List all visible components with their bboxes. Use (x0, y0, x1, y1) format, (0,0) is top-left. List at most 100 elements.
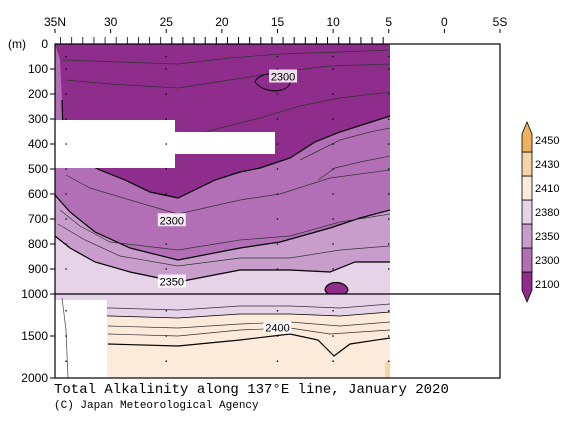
sample-dot (165, 193, 168, 195)
y-tick-label: 400 (28, 137, 48, 151)
colorbar-label: 2300 (535, 255, 559, 267)
colorbar-segment (521, 175, 533, 201)
sample-dot (332, 118, 334, 120)
sample-dot (65, 243, 67, 245)
contour-label: 2300 (271, 72, 295, 84)
fill-band-2350-2380-lower (55, 294, 390, 318)
sample-dot (276, 143, 279, 145)
contour-2400 (107, 333, 391, 357)
y-tick-label: 800 (28, 237, 48, 251)
sample-dot (387, 243, 390, 245)
lower-panel (55, 294, 391, 378)
plot-frame (54, 43, 501, 379)
contour-label: 2400 (265, 323, 289, 335)
sample-dot (332, 168, 334, 170)
sample-dot (332, 68, 334, 70)
x-tick-label: 35N (44, 15, 66, 29)
colorbar-segment (521, 271, 533, 304)
sample-dot (387, 360, 390, 363)
sample-dot (165, 55, 168, 58)
y-tick-label: 1500 (21, 329, 48, 343)
sample-dot (165, 93, 168, 95)
sample-dot (165, 310, 168, 312)
sample-dot (65, 68, 67, 70)
eddy-deep (324, 281, 349, 294)
colorbar-label: 2100 (535, 279, 559, 291)
sample-dot (276, 68, 279, 70)
sample-dot (332, 335, 334, 337)
colorbar-segment (521, 151, 533, 177)
x-tick-label: 15 (271, 15, 285, 29)
upper-panel (55, 44, 391, 294)
y-axis-tick-labels: 100 200 300 400 500 600 700 800 900 1000 1500 2000 0 (21, 37, 55, 385)
sample-dot (165, 118, 168, 120)
sample-dot (332, 143, 334, 145)
sample-dot (276, 93, 279, 95)
sample-dot (387, 218, 390, 220)
y-tick-label: 500 (28, 162, 48, 176)
y-tick-label: 2000 (21, 371, 48, 385)
sample-dot (332, 310, 334, 312)
x-axis-tick-labels: 35N 30 25 20 15 10 5 0 5S (44, 15, 507, 33)
sample-dot (276, 168, 279, 170)
sample-dot (276, 218, 279, 220)
colorbar-label: 2430 (535, 159, 559, 171)
sample-dot (165, 360, 168, 363)
y-tick-label: 0 (41, 37, 48, 51)
sample-dot (387, 93, 390, 95)
contour-2350 (55, 235, 390, 283)
contour-label-bg (157, 213, 186, 227)
sample-dot (332, 93, 334, 95)
sample-dot (387, 55, 390, 58)
sample-dot (387, 268, 390, 270)
colorbar-segment (521, 199, 533, 225)
sample-dot (276, 360, 279, 363)
no-data-mask-b (160, 132, 275, 154)
x-tick-label: 30 (104, 15, 118, 29)
sample-dot (276, 193, 279, 195)
sample-dot (65, 118, 67, 120)
contour-2380 (55, 311, 391, 319)
sample-dot (65, 55, 67, 58)
sample-dot (65, 193, 67, 195)
sample-dot (65, 218, 67, 220)
sample-dot (165, 243, 168, 245)
y-tick-label: 900 (28, 262, 48, 276)
sample-dot (332, 218, 334, 220)
sample-dot (165, 168, 168, 170)
x-tick-label: 10 (326, 15, 340, 29)
sample-dot (332, 243, 334, 245)
sample-dot (387, 310, 390, 312)
contour-label-bg (263, 320, 292, 334)
sample-dot (276, 335, 279, 337)
sample-dot (332, 193, 334, 195)
x-tick-label: 5 (385, 15, 392, 29)
sample-dot (276, 268, 279, 270)
no-data-mask-lower (55, 300, 107, 378)
sample-dot (387, 68, 390, 70)
sample-dot (65, 310, 67, 312)
station-markers (65, 55, 390, 363)
sample-dot (276, 55, 279, 58)
no-data-mask-a (55, 120, 175, 168)
contour-2300 (55, 194, 391, 261)
y-tick-label: 1000 (21, 287, 48, 301)
sample-dot (387, 168, 390, 170)
sample-dot (387, 335, 390, 337)
bottom-topography (61, 297, 69, 378)
colorbar-segment (521, 247, 533, 273)
sample-dot (65, 335, 67, 337)
chart-title: Total Alkalinity along 137°E line, Janua… (54, 382, 449, 398)
sample-dot (65, 168, 67, 170)
y-tick-label: 700 (28, 212, 48, 226)
colorbar-segment (521, 223, 533, 249)
sample-dot (65, 143, 67, 145)
x-tick-label: 0 (441, 15, 448, 29)
sample-dot (65, 93, 67, 95)
y-tick-label: 600 (28, 187, 48, 201)
colorbar-segment (521, 120, 533, 153)
contour-label-bg (157, 274, 186, 288)
sample-dot (387, 193, 390, 195)
sample-dot (332, 55, 334, 58)
